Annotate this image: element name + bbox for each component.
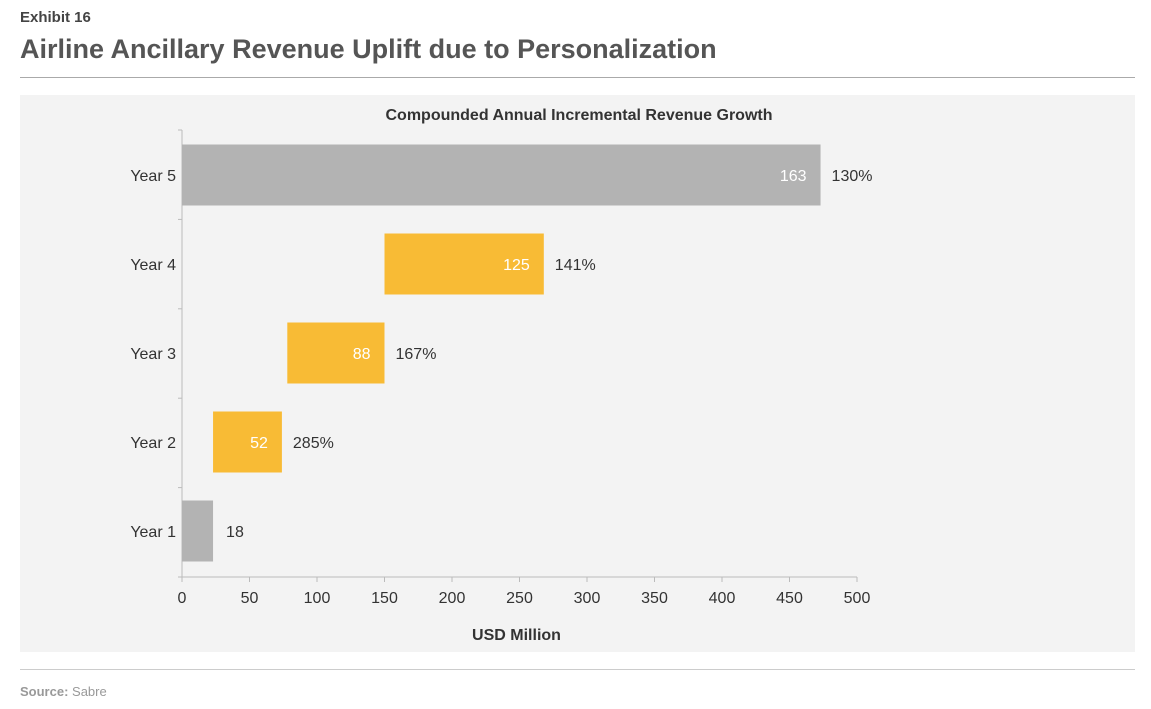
bar-value-label: 125 [503, 257, 530, 274]
x-tick-label: 100 [304, 590, 331, 607]
source-label: Source: [20, 684, 69, 699]
x-tick-label: 250 [506, 590, 533, 607]
x-tick-label: 300 [574, 590, 601, 607]
source-value: Sabre [72, 684, 107, 699]
y-category-label: Year 1 [130, 524, 176, 541]
y-category-label: Year 4 [130, 257, 176, 274]
chart-title: Compounded Annual Incremental Revenue Gr… [386, 107, 773, 124]
x-tick-label: 500 [844, 590, 871, 607]
bar-value-label: 18 [226, 524, 244, 541]
bar-year-3 [287, 322, 385, 384]
bar-year-4 [384, 233, 544, 295]
source-note: Source: Sabre [20, 684, 107, 699]
growth-label: 285% [293, 435, 334, 452]
x-tick-label: 0 [178, 590, 187, 607]
x-tick-label: 450 [776, 590, 803, 607]
plot-area: 0 50 100 150 200 250 300 350 400 450 500 Year 1 18 Ye… [130, 129, 873, 607]
bar-year-5 [182, 144, 821, 206]
bar-value-label: 163 [780, 168, 807, 185]
growth-label: 130% [832, 168, 873, 185]
x-axis-label: USD Million [472, 627, 561, 644]
bar-value-label: 88 [353, 346, 371, 363]
title-divider [20, 77, 1135, 78]
y-category-label: Year 2 [130, 435, 176, 452]
exhibit-number: Exhibit 16 [20, 9, 91, 26]
y-category-label: Year 3 [130, 346, 176, 363]
y-category-label: Year 5 [130, 168, 176, 185]
x-tick-label: 50 [241, 590, 259, 607]
x-tick-label: 150 [371, 590, 398, 607]
bar-value-label: 52 [250, 435, 268, 452]
bar-year-1 [182, 500, 214, 562]
growth-label: 141% [555, 257, 596, 274]
footer-divider [20, 669, 1135, 670]
growth-label: 167% [396, 346, 437, 363]
chart-panel: Compounded Annual Incremental Revenue Gr… [20, 95, 1135, 652]
page-title: Airline Ancillary Revenue Uplift due to … [20, 34, 717, 64]
x-tick-label: 400 [709, 590, 736, 607]
x-tick-label: 200 [439, 590, 466, 607]
bar-year-2 [213, 411, 282, 473]
x-tick-label: 350 [641, 590, 668, 607]
bar-chart: Compounded Annual Incremental Revenue Gr… [130, 107, 873, 644]
